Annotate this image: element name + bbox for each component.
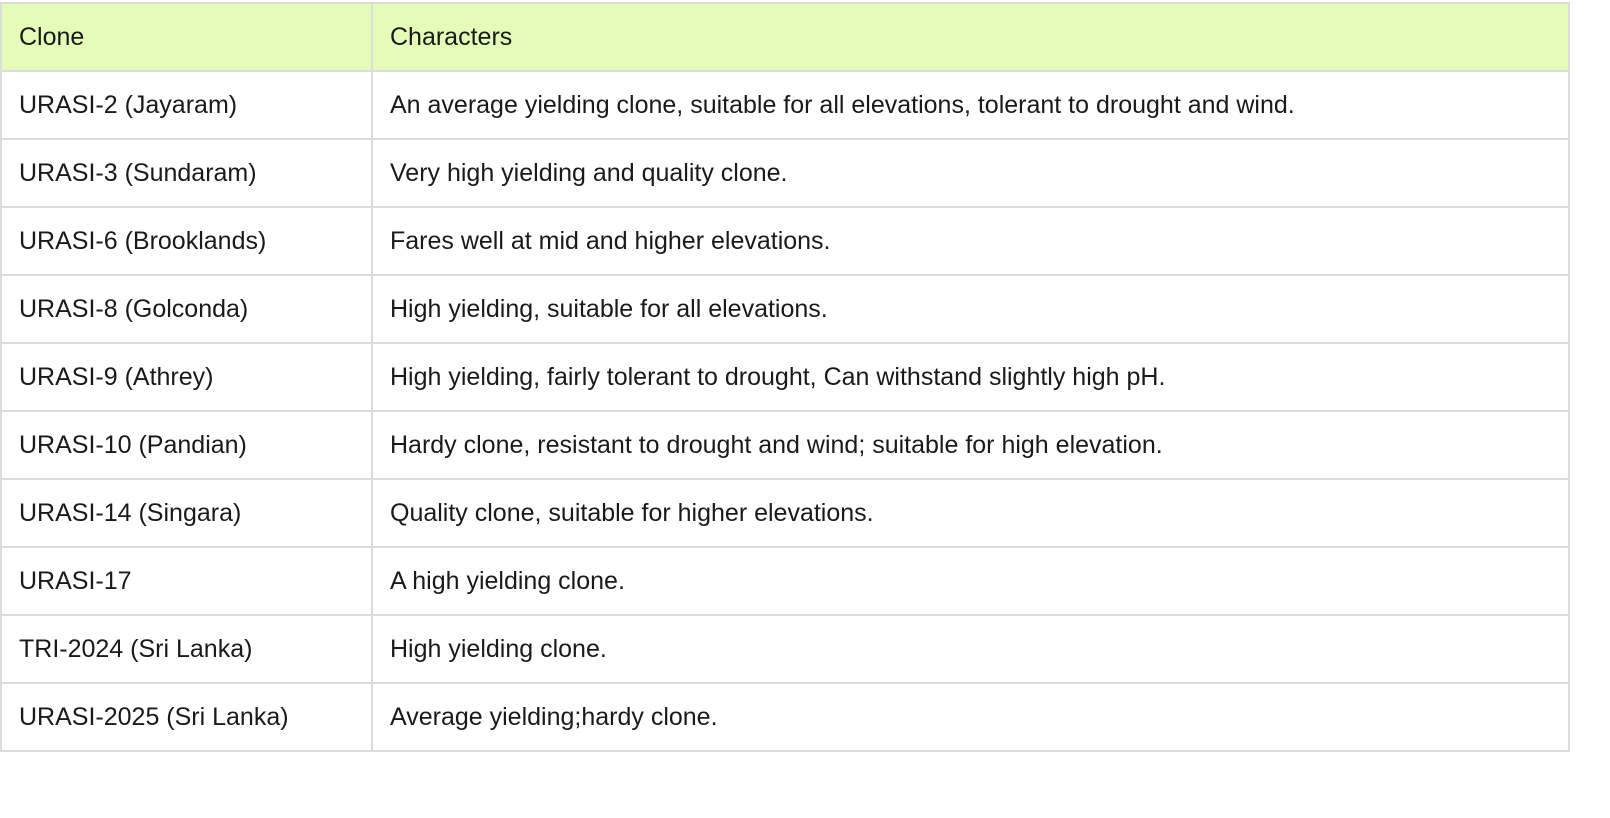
table-header: Clone Characters	[0, 2, 1570, 72]
characters-cell: Average yielding;hardy clone.	[371, 682, 1570, 752]
characters-cell: High yielding clone.	[371, 614, 1570, 684]
table-row: URASI-8 (Golconda) High yielding, suitab…	[0, 274, 1570, 344]
clone-cell: URASI-8 (Golconda)	[0, 274, 373, 344]
characters-cell: Quality clone, suitable for higher eleva…	[371, 478, 1570, 548]
clone-table-container: Clone Characters URASI-2 (Jayaram) An av…	[0, 2, 1570, 752]
clone-cell: URASI-2 (Jayaram)	[0, 70, 373, 140]
characters-cell: A high yielding clone.	[371, 546, 1570, 616]
column-header-clone: Clone	[0, 2, 373, 72]
characters-cell: High yielding, suitable for all elevatio…	[371, 274, 1570, 344]
clone-cell: URASI-17	[0, 546, 373, 616]
characters-cell: High yielding, fairly tolerant to drough…	[371, 342, 1570, 412]
header-row: Clone Characters	[0, 2, 1570, 72]
table-row: URASI-14 (Singara) Quality clone, suitab…	[0, 478, 1570, 548]
clone-cell: URASI-6 (Brooklands)	[0, 206, 373, 276]
table-row: URASI-2025 (Sri Lanka) Average yielding;…	[0, 682, 1570, 752]
column-header-characters: Characters	[371, 2, 1570, 72]
table-row: URASI-2 (Jayaram) An average yielding cl…	[0, 70, 1570, 140]
table-row: URASI-10 (Pandian) Hardy clone, resistan…	[0, 410, 1570, 480]
characters-cell: Hardy clone, resistant to drought and wi…	[371, 410, 1570, 480]
table-row: TRI-2024 (Sri Lanka) High yielding clone…	[0, 614, 1570, 684]
table-body: URASI-2 (Jayaram) An average yielding cl…	[0, 70, 1570, 752]
clone-cell: URASI-3 (Sundaram)	[0, 138, 373, 208]
characters-cell: Very high yielding and quality clone.	[371, 138, 1570, 208]
clone-cell: TRI-2024 (Sri Lanka)	[0, 614, 373, 684]
characters-cell: Fares well at mid and higher elevations.	[371, 206, 1570, 276]
clone-cell: URASI-2025 (Sri Lanka)	[0, 682, 373, 752]
table-row: URASI-6 (Brooklands) Fares well at mid a…	[0, 206, 1570, 276]
table-row: URASI-17 A high yielding clone.	[0, 546, 1570, 616]
table-row: URASI-3 (Sundaram) Very high yielding an…	[0, 138, 1570, 208]
clone-cell: URASI-9 (Athrey)	[0, 342, 373, 412]
characters-cell: An average yielding clone, suitable for …	[371, 70, 1570, 140]
clone-cell: URASI-14 (Singara)	[0, 478, 373, 548]
table-row: URASI-9 (Athrey) High yielding, fairly t…	[0, 342, 1570, 412]
clone-table: Clone Characters URASI-2 (Jayaram) An av…	[0, 2, 1570, 752]
clone-cell: URASI-10 (Pandian)	[0, 410, 373, 480]
